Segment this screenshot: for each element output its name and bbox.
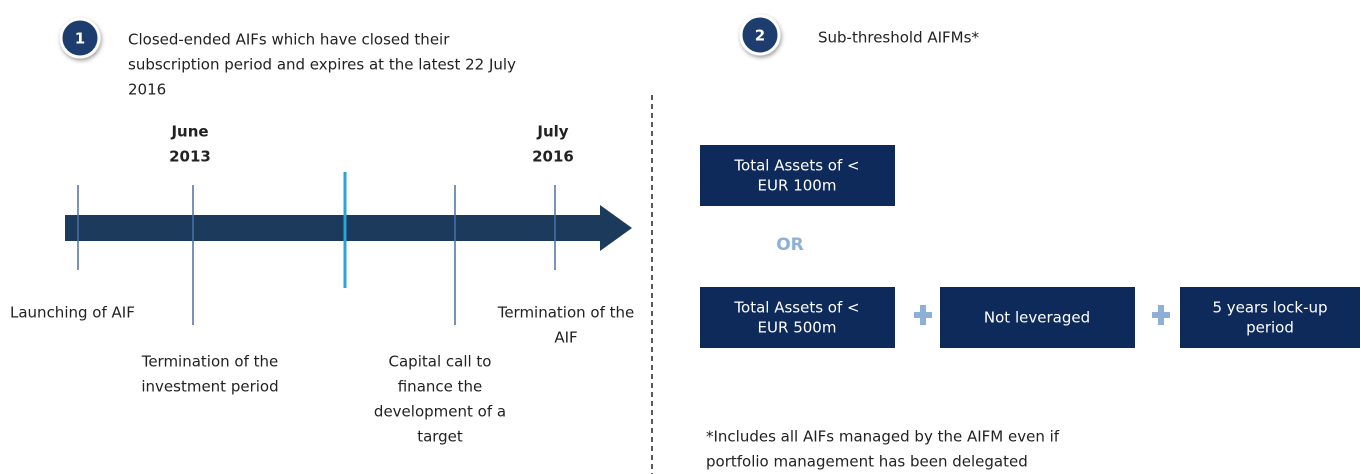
section-title: Sub-threshold AIFMs* [818, 29, 979, 47]
date-label: July [536, 123, 568, 141]
plus [1152, 305, 1170, 325]
event-label: Launching of AIF [10, 304, 135, 322]
section-title: 2016 [128, 81, 166, 99]
event-label: development of a [374, 403, 506, 421]
badge [59, 17, 101, 59]
date-label: 2013 [169, 148, 211, 166]
box-text: EUR 100m [758, 177, 837, 195]
box [1180, 287, 1360, 348]
timeline-arrow [65, 205, 632, 251]
date-label: June [170, 123, 208, 141]
event-label: AIF [554, 329, 577, 347]
box-text: 5 years lock-up [1212, 299, 1327, 317]
badge-number: 1 [75, 30, 85, 48]
date-label: 2016 [532, 148, 574, 166]
or-label: OR [776, 235, 804, 255]
box-text: Total Assets of < [733, 157, 859, 175]
box [700, 287, 895, 348]
box [700, 145, 895, 206]
box-text: period [1246, 319, 1294, 337]
box-text: Total Assets of < [733, 299, 859, 317]
plus [914, 305, 932, 325]
footnote: portfolio management has been delegated [706, 453, 1028, 471]
box-text: EUR 500m [758, 319, 837, 337]
badge [739, 14, 781, 56]
box [940, 287, 1135, 348]
event-label: Termination of the [497, 304, 635, 322]
section-title: Closed-ended AIFs which have closed thei… [128, 31, 450, 49]
event-label: investment period [141, 378, 278, 396]
event-label: Termination of the [141, 353, 279, 371]
box-text: Not leveraged [984, 309, 1090, 327]
event-label: finance the [398, 378, 483, 396]
badge-number: 2 [755, 27, 765, 45]
footnote: *Includes all AIFs managed by the AIFM e… [706, 428, 1060, 446]
section-title: subscription period and expires at the l… [128, 56, 516, 74]
event-label: target [417, 428, 463, 446]
event-label: Capital call to [389, 353, 492, 371]
